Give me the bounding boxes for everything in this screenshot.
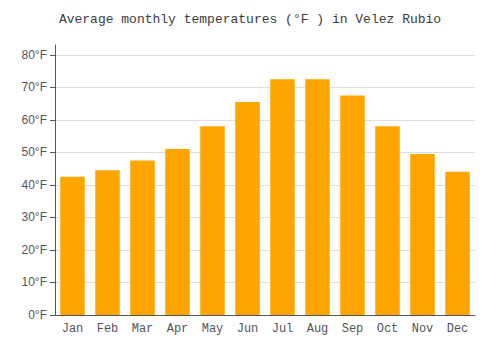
svg-text:0°F: 0°F [28, 308, 47, 322]
svg-text:Aug: Aug [307, 322, 329, 336]
svg-text:Apr: Apr [167, 322, 189, 336]
svg-text:Jan: Jan [62, 322, 84, 336]
svg-text:70°F: 70°F [22, 80, 47, 94]
svg-text:Jul: Jul [272, 322, 294, 336]
svg-text:Dec: Dec [447, 322, 469, 336]
svg-text:20°F: 20°F [22, 243, 47, 257]
svg-text:80°F: 80°F [22, 48, 47, 62]
svg-text:Average monthly temperatures (: Average monthly temperatures (°F ) in Ve… [59, 12, 441, 27]
svg-text:Feb: Feb [97, 322, 119, 336]
svg-text:50°F: 50°F [22, 145, 47, 159]
svg-text:40°F: 40°F [22, 178, 47, 192]
svg-text:60°F: 60°F [22, 113, 47, 127]
svg-text:10°F: 10°F [22, 275, 47, 289]
svg-text:Sep: Sep [342, 322, 364, 336]
svg-text:Oct: Oct [377, 322, 399, 336]
svg-text:30°F: 30°F [22, 210, 47, 224]
svg-text:May: May [202, 322, 224, 336]
svg-text:Nov: Nov [412, 322, 434, 336]
svg-text:Mar: Mar [132, 322, 154, 336]
svg-text:Jun: Jun [237, 322, 259, 336]
